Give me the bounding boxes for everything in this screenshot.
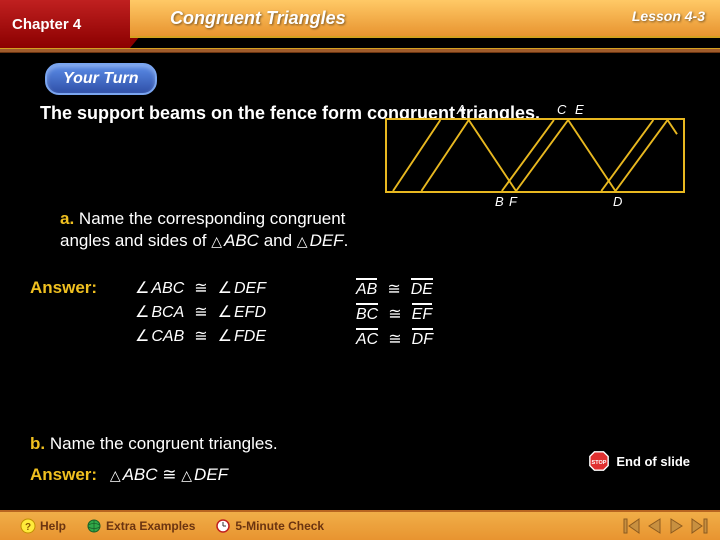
part-b-text: Name the congruent triangles. bbox=[50, 434, 278, 453]
end-of-slide: STOP End of slide bbox=[588, 450, 690, 472]
nav-last-button[interactable] bbox=[690, 516, 710, 536]
svg-text:STOP: STOP bbox=[592, 460, 607, 466]
globe-icon bbox=[86, 518, 102, 534]
stop-icon: STOP bbox=[588, 450, 610, 472]
answer-b-label: Answer: bbox=[30, 465, 97, 484]
nav-prev-button[interactable] bbox=[644, 516, 664, 536]
fence-label-c: C bbox=[557, 102, 566, 117]
part-a-letter: a. bbox=[60, 209, 74, 228]
answer-a: Answer: ABC≅DEF BCA≅EFD CAB≅FDE AB≅DE BC… bbox=[30, 278, 690, 349]
lesson-label: Lesson 4-3 bbox=[632, 8, 705, 24]
header: Chapter 4 Congruent Triangles Lesson 4-3 bbox=[0, 0, 720, 48]
slide: Chapter 4 Congruent Triangles Lesson 4-3… bbox=[0, 0, 720, 540]
extra-examples-button[interactable]: Extra Examples bbox=[76, 516, 205, 536]
part-a-question: a. Name the corresponding congruent angl… bbox=[30, 203, 400, 257]
footer-bar: ? Help Extra Examples 5-Minute Check bbox=[0, 510, 720, 540]
fence-svg bbox=[387, 120, 683, 191]
side-congruences: AB≅DE BC≅EF AC≅DF bbox=[356, 278, 433, 349]
fence-figure: A C E B F D bbox=[385, 118, 685, 193]
fence-label-f: F bbox=[509, 194, 517, 209]
content-area: Your Turn The support beams on the fence… bbox=[0, 53, 720, 510]
chapter-tab: Chapter 4 bbox=[0, 0, 130, 48]
part-b-letter: b. bbox=[30, 434, 45, 453]
fence-label-a: A bbox=[457, 102, 466, 117]
nav-arrows bbox=[621, 516, 710, 536]
end-slide-text: End of slide bbox=[616, 454, 690, 469]
fence-label-d: D bbox=[613, 194, 622, 209]
fence-label-b: B bbox=[495, 194, 504, 209]
divider bbox=[130, 36, 720, 38]
svg-text:?: ? bbox=[25, 522, 31, 533]
chapter-title: Congruent Triangles bbox=[170, 8, 346, 29]
five-minute-check-button[interactable]: 5-Minute Check bbox=[205, 516, 334, 536]
fence-label-e: E bbox=[575, 102, 584, 117]
nav-first-button[interactable] bbox=[621, 516, 641, 536]
answer-label: Answer: bbox=[30, 278, 105, 298]
title-bar: Congruent Triangles Lesson 4-3 bbox=[130, 0, 720, 36]
help-icon: ? bbox=[20, 518, 36, 534]
angle-congruences: ABC≅DEF BCA≅EFD CAB≅FDE bbox=[135, 278, 266, 346]
nav-next-button[interactable] bbox=[667, 516, 687, 536]
answer-b: Answer: ABC ≅ DEF bbox=[30, 465, 228, 485]
your-turn-badge: Your Turn bbox=[45, 63, 157, 95]
help-button[interactable]: ? Help bbox=[10, 516, 76, 536]
clock-icon bbox=[215, 518, 231, 534]
